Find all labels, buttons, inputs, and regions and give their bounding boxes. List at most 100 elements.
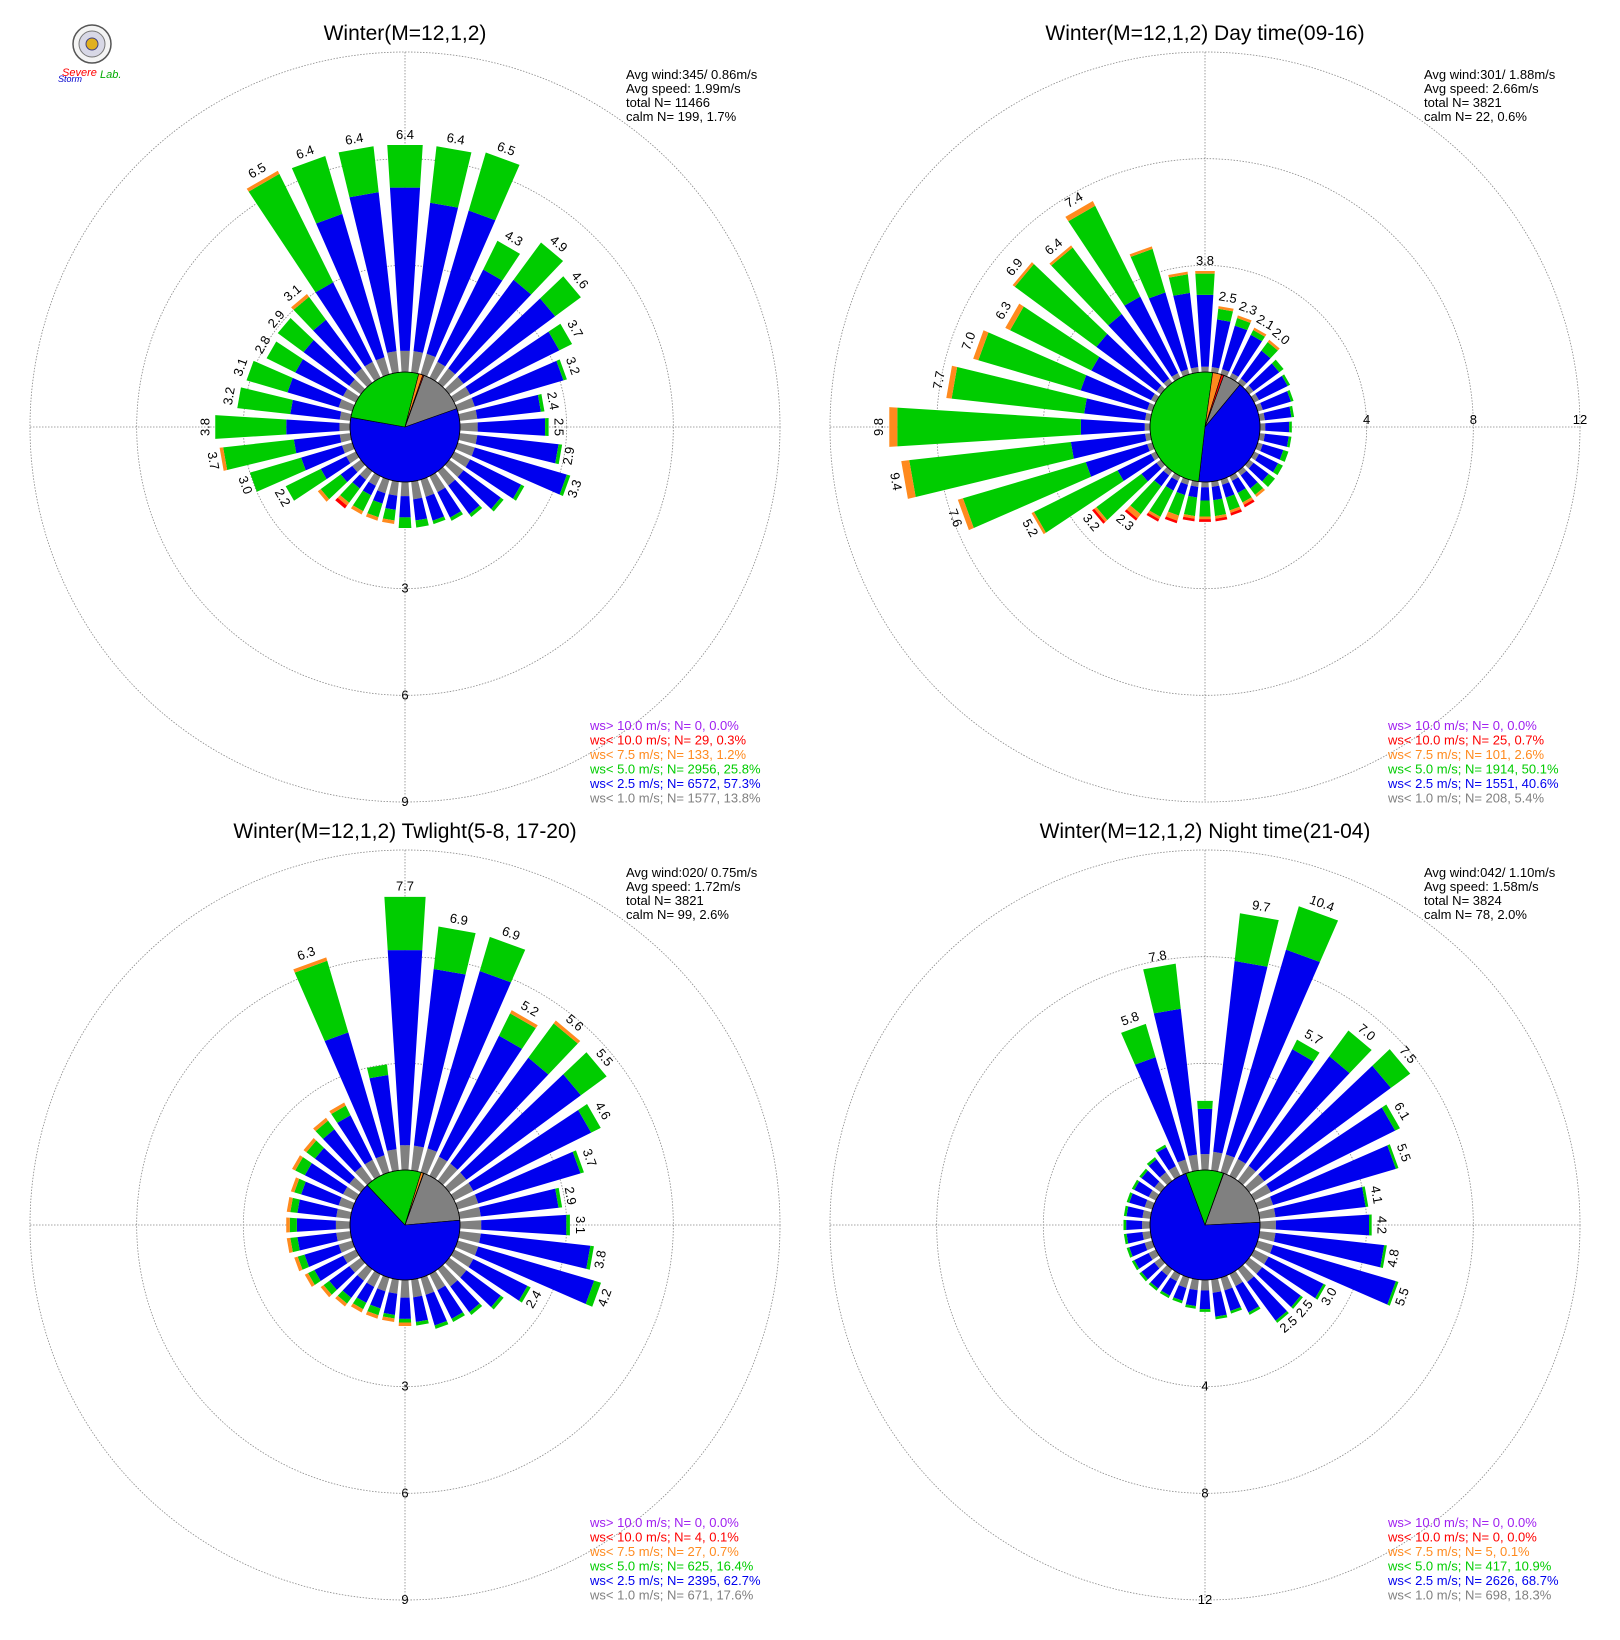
bar-value-label: 9.4 [887,471,905,491]
bar-segment-blue [1173,1285,1187,1301]
windrose-panel-1: Winter(M=12,1,2)6.4 6.4 6.54.3 4.94.63.73.2… [29,22,781,809]
bar-segment-gray [450,1182,474,1201]
ring-label: 9 [401,794,408,809]
bar-segment-blue [1124,296,1179,377]
bar-segment-gray [1177,1159,1190,1175]
bar-segment-gray [1144,1199,1155,1210]
bar-segment-blue [1248,462,1269,482]
bar-segment-green [1051,247,1122,326]
bar-segment-green [1292,1039,1320,1062]
bar-segment-gray [455,1240,479,1256]
bar-segment-blue [1274,1186,1366,1218]
bar-segment-blue [362,481,376,496]
ring-label: 4 [1363,412,1370,427]
bar-segment-gray [1250,1249,1269,1265]
bar-segment-gray [375,1155,390,1175]
info-line: Avg wind:301/ 1.88m/s [1424,67,1556,82]
bar-segment-blue [1084,398,1147,421]
bar-segment-orange [1199,516,1211,520]
bar-segment-blue [1256,1267,1301,1308]
bar-segment-blue [1275,1214,1370,1236]
bar-segment-blue [369,1074,397,1151]
bar-segment-gray [411,1278,423,1298]
bar-segment-blue [1211,485,1223,501]
bar-segment-green [1234,913,1279,967]
bar-segment-gray [411,480,423,500]
bar-segment-blue [475,435,559,464]
ring-label: 6 [401,687,408,702]
bar-segment-blue [1260,444,1284,460]
bar-segment-green [1250,329,1265,342]
bar-segment-green [1197,1100,1213,1109]
bar-segment-gray [444,459,464,478]
bar-segment-green [1315,1283,1326,1300]
bar-value-label: 3.7 [205,451,223,471]
bar-segment-green [1199,500,1211,517]
bar-segment-gray [1255,1196,1274,1210]
bar-segment-green [1139,1271,1148,1282]
bar-segment-red [1230,509,1242,516]
bar-segment-blue [340,465,358,483]
bar-segment-blue [1199,1290,1211,1310]
bar-segment-blue [301,445,345,471]
bar-segment-gray [1220,1154,1235,1175]
bar-segment-blue [1134,1181,1153,1197]
bar-segment-orange [350,505,364,515]
bar-segment-gray [364,361,381,382]
bar-segment-gray [1237,466,1247,476]
bar-segment-orange [382,1316,395,1323]
bar-segment-blue [475,394,541,419]
bar-segment-blue [479,1188,559,1217]
legend-entry-green: ws< 5.0 m/s; N= 2956, 25.8% [589,762,761,777]
bar-segment-blue [349,192,397,353]
legend-entry-gray: ws< 1.0 m/s; N= 208, 5.4% [1387,791,1545,806]
bar-value-label: 3.2 [563,355,583,377]
bar-segment-gray [1259,1220,1276,1230]
bar-segment-green [432,516,446,525]
bar-value-label: 3.1 [573,1216,588,1234]
bar-segment-green [978,332,1087,391]
legend-entry-red: ws< 10.0 m/s; N= 4, 0.1% [589,1530,739,1545]
bar-segment-blue [1108,314,1170,384]
bar-segment-green [1217,308,1233,322]
bar-segment-green [450,511,463,521]
bar-segment-orange [957,498,974,531]
bar-segment-gray [1171,372,1181,382]
bar-segment-blue [1258,1065,1391,1182]
bar-segment-green [1215,1314,1228,1320]
bar-segment-blue [450,1280,480,1313]
bar-segment-green [1121,1023,1156,1065]
bar-segment-blue [373,490,386,504]
bar-segment-blue [1173,292,1199,369]
legend-entry-blue: ws< 2.5 m/s; N= 1551, 40.6% [1387,776,1559,791]
bar-segment-gray [437,466,456,486]
bar-segment-green [1130,248,1166,299]
bar-segment-gray [1229,1270,1243,1287]
bar-segment-gray [1200,1154,1210,1171]
bar-segment-blue [1150,1270,1168,1289]
bar-segment-green [1225,494,1240,511]
bar-segment-blue [450,1057,549,1170]
bar-segment-orange [1267,339,1280,351]
bar-segment-blue [1126,1206,1144,1218]
bar-segment-gray [455,1194,479,1210]
bar-segment-gray [1188,1154,1199,1172]
bar-segment-green [1262,473,1276,487]
bar-segment-blue [448,279,532,375]
bar-segment-gray [388,1278,399,1294]
bar-segment-blue [399,1297,411,1319]
bar-segment-gray [354,1166,373,1186]
bar-segment-blue [457,470,501,510]
grid-ring [829,849,1581,1601]
bar-segment-green [367,1304,381,1316]
bar-segment-blue [1240,470,1258,489]
windrose-panel-4: Winter(M=12,1,2) Night time(21-04)9.7 10.… [829,820,1581,1607]
bar-segment-blue [385,494,398,510]
bar-segment-green [909,442,1074,497]
bar-segment-gray [1171,472,1181,482]
bar-segment-green [585,1280,602,1307]
bar-segment-orange [1229,506,1241,514]
ring-label: 8 [1201,1485,1208,1500]
bar-segment-green [545,417,549,437]
bar-segment-green [513,242,564,295]
